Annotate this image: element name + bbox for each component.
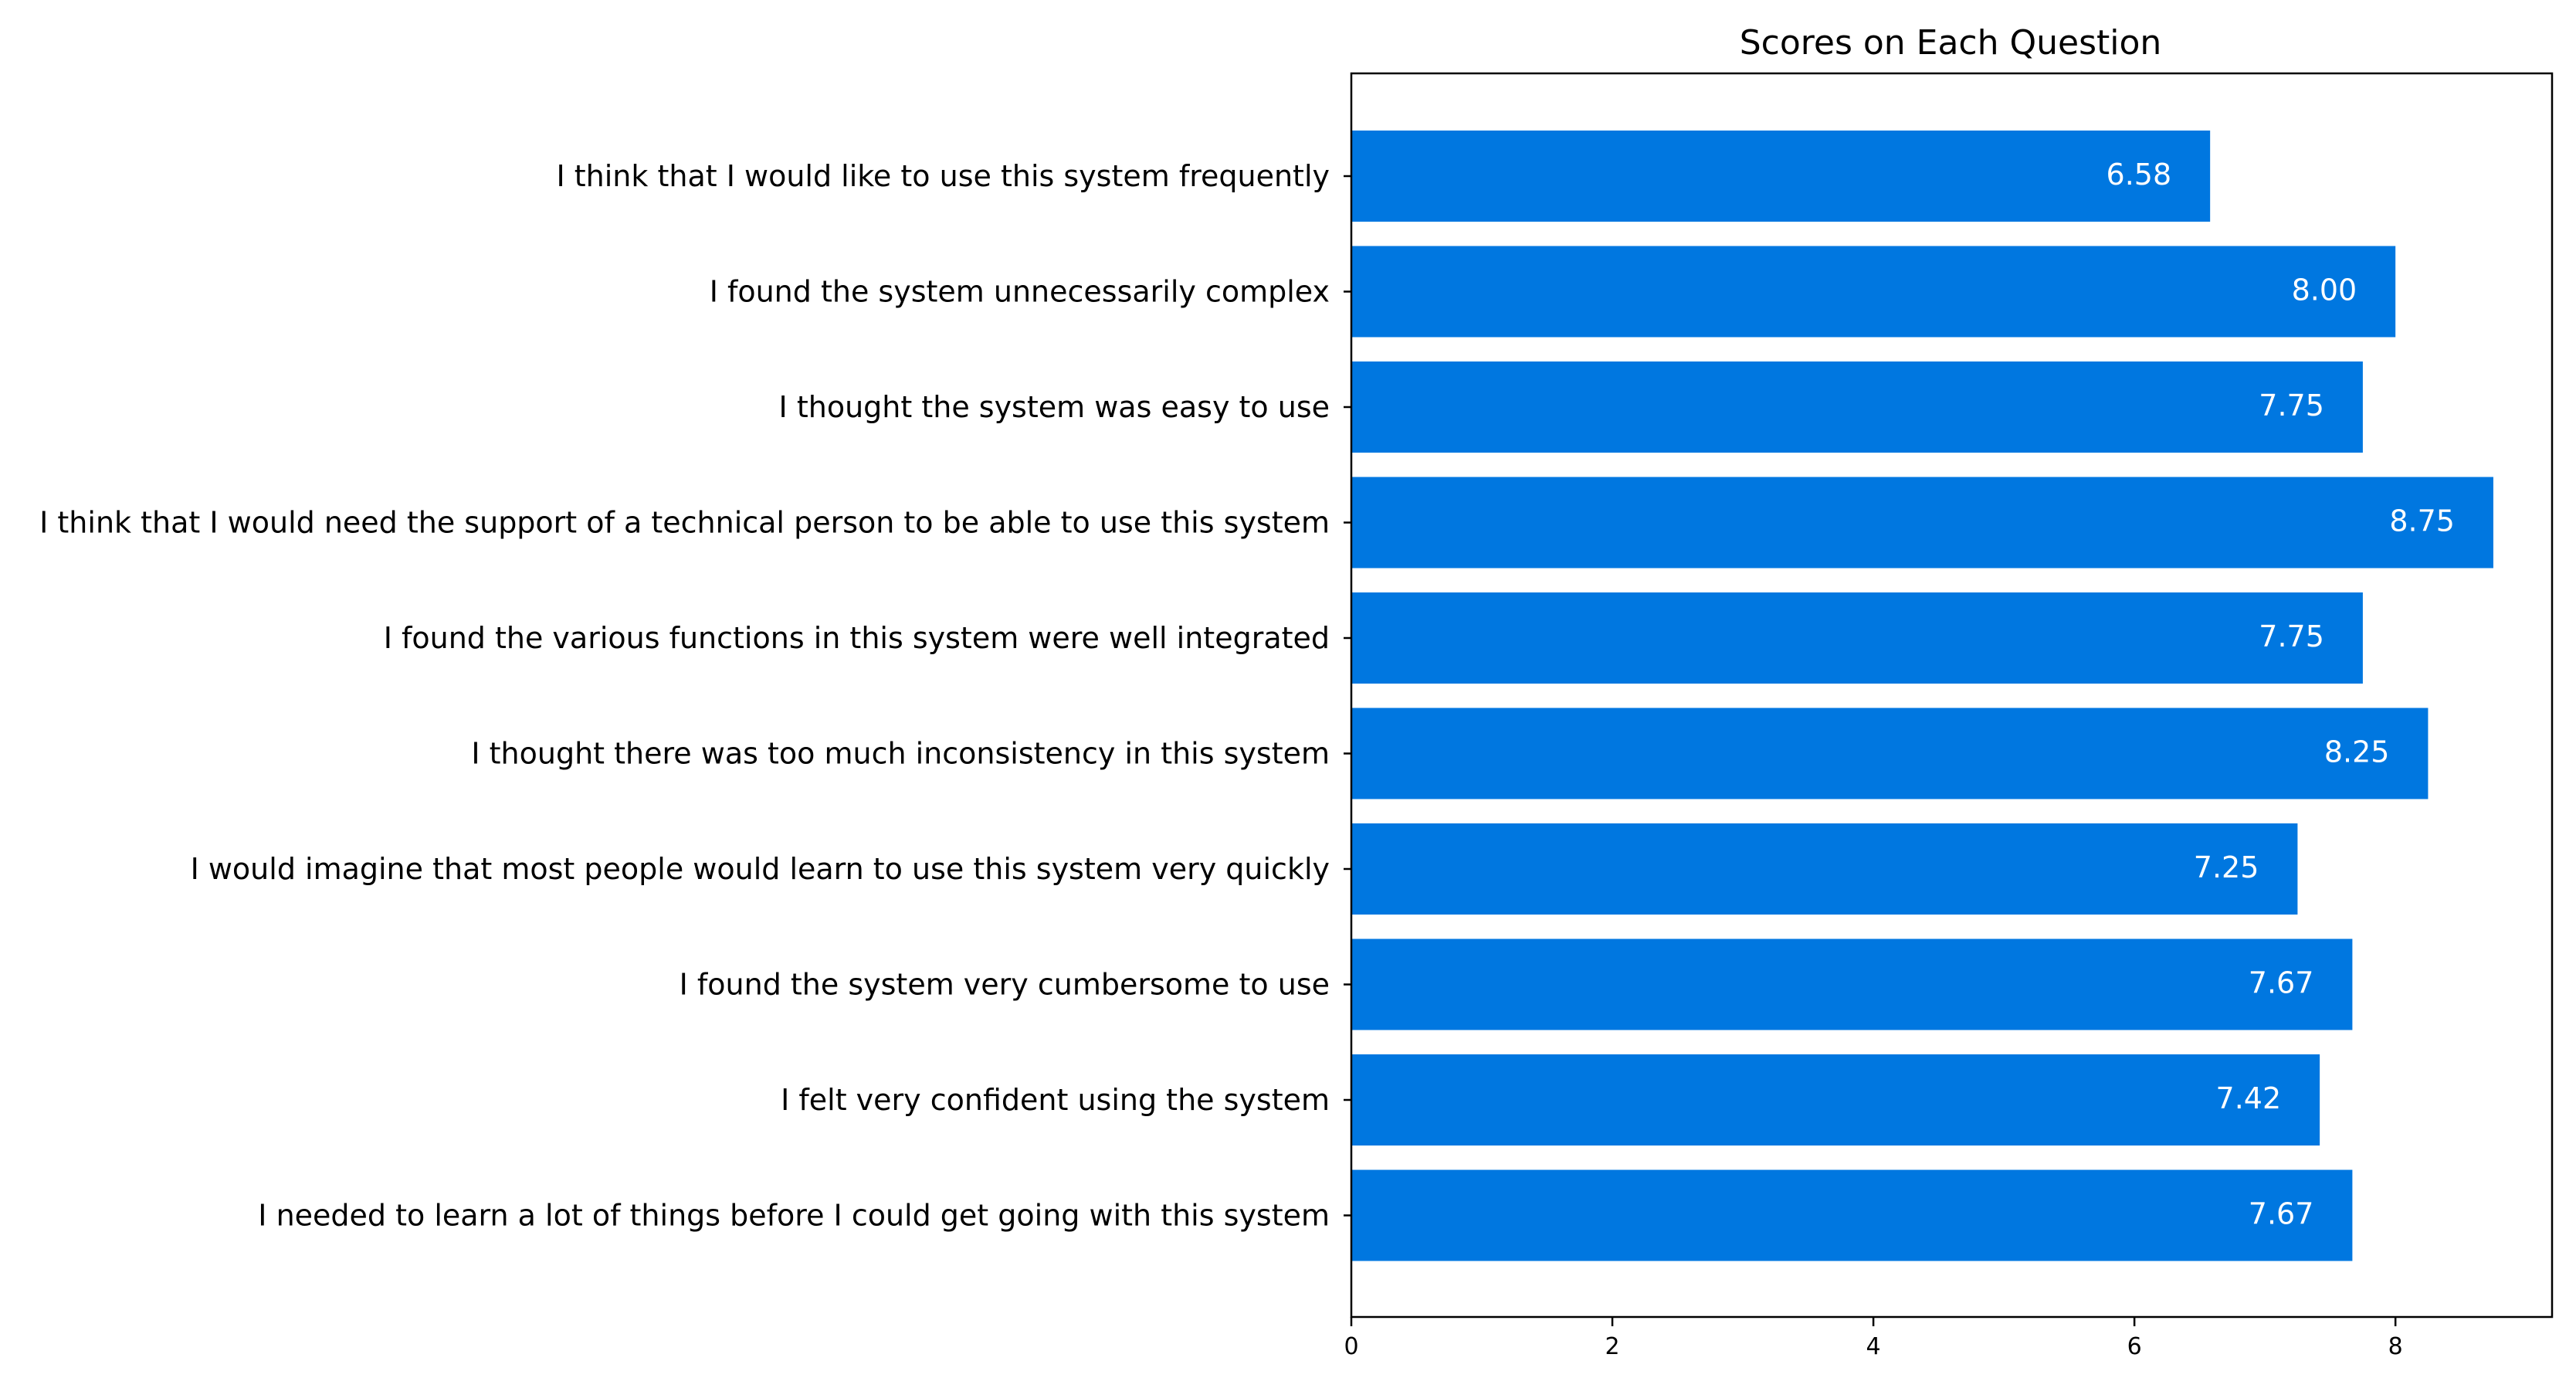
category-label: I found the system unnecessarily complex (710, 275, 1330, 309)
category-labels: I think that I would like to use this sy… (39, 159, 1330, 1233)
category-label: I thought there was too much inconsisten… (471, 737, 1330, 771)
value-label: 7.67 (2249, 966, 2314, 1000)
x-tick-label: 6 (2127, 1333, 2142, 1360)
x-tick-label: 0 (1344, 1333, 1358, 1360)
bar (1351, 1169, 2353, 1261)
category-label: I felt very confident using the system (781, 1083, 1330, 1117)
bar (1351, 823, 2298, 915)
value-label: 7.25 (2194, 850, 2259, 884)
bar (1351, 131, 2211, 222)
category-label: I think that I would like to use this sy… (556, 159, 1330, 193)
bar (1351, 361, 2363, 453)
plot-frame (1350, 72, 2554, 1319)
value-label: 6.58 (2107, 158, 2172, 192)
x-axis-ticks: 0 2 4 6 8 (1344, 175, 2403, 1360)
category-label: I think that I would need the support of… (39, 506, 1330, 540)
bars-group (1351, 131, 2493, 1261)
value-label: 7.42 (2216, 1081, 2282, 1115)
value-label: 7.75 (2259, 389, 2324, 423)
value-label: 8.25 (2324, 735, 2390, 769)
bar (1351, 938, 2353, 1030)
value-label: 8.00 (2292, 273, 2357, 307)
category-label: I needed to learn a lot of things before… (258, 1199, 1330, 1233)
x-tick-label: 8 (2388, 1333, 2403, 1360)
value-label: 8.75 (2389, 504, 2455, 538)
value-labels: 6.58 8.00 7.75 8.75 7.75 8.25 7.25 7.67 7.42 7.67 (2107, 158, 2455, 1231)
bar (1351, 246, 2396, 338)
value-label: 7.67 (2249, 1197, 2314, 1231)
value-label: 7.75 (2259, 619, 2324, 653)
bar (1351, 477, 2493, 569)
bar (1351, 708, 2429, 799)
bar (1351, 592, 2363, 684)
bar (1351, 1054, 2320, 1146)
category-label: I would imagine that most people would l… (191, 852, 1330, 886)
category-label: I thought the system was easy to use (779, 390, 1330, 424)
category-label: I found the system very cumbersome to us… (680, 968, 1330, 1002)
category-label: I found the various functions in this sy… (384, 621, 1330, 655)
x-tick-label: 4 (1866, 1333, 1881, 1360)
x-tick-label: 2 (1605, 1333, 1619, 1360)
chart-title: Scores on Each Question (1740, 23, 2162, 63)
